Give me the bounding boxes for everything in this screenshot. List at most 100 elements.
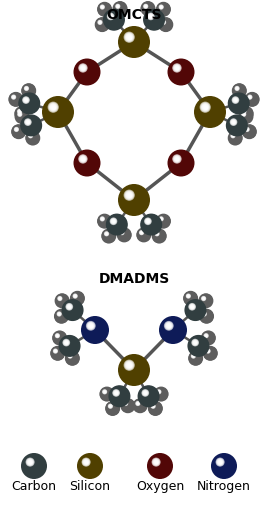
Circle shape [77,453,103,479]
Circle shape [84,160,90,166]
Circle shape [235,87,243,95]
Circle shape [171,62,191,82]
Circle shape [237,88,238,89]
Circle shape [70,356,75,360]
Circle shape [27,133,38,143]
Circle shape [160,218,163,220]
Circle shape [18,113,21,116]
Circle shape [98,20,102,25]
Circle shape [230,94,248,113]
Circle shape [27,121,30,124]
Circle shape [57,352,58,354]
Circle shape [194,342,196,344]
Circle shape [239,106,254,121]
Circle shape [231,120,242,131]
Circle shape [103,230,115,242]
Circle shape [66,342,73,350]
Circle shape [55,333,64,343]
Circle shape [85,461,95,471]
Circle shape [54,109,62,116]
Circle shape [230,118,237,126]
Circle shape [232,135,234,137]
Circle shape [25,457,43,475]
Circle shape [58,296,62,301]
Circle shape [55,333,65,343]
Circle shape [179,70,183,74]
Circle shape [137,402,139,404]
Circle shape [231,119,243,132]
Circle shape [152,18,156,22]
Circle shape [135,401,140,406]
Circle shape [120,398,135,413]
Circle shape [151,224,152,225]
Circle shape [205,106,215,117]
Circle shape [245,127,249,132]
Circle shape [69,306,70,307]
Circle shape [155,232,163,240]
Circle shape [131,367,137,373]
Circle shape [121,357,147,383]
Circle shape [162,20,166,25]
Circle shape [111,219,116,223]
Circle shape [54,309,69,324]
Circle shape [202,331,215,345]
Circle shape [29,123,34,128]
Circle shape [122,399,134,412]
Circle shape [126,403,130,408]
Circle shape [122,187,146,212]
Circle shape [173,156,188,170]
Circle shape [117,228,131,242]
Circle shape [50,346,65,361]
Circle shape [57,311,62,316]
Circle shape [165,24,166,25]
Circle shape [56,311,67,322]
Circle shape [124,32,135,43]
Circle shape [110,387,129,406]
Circle shape [150,223,152,226]
Circle shape [52,348,64,359]
Circle shape [66,342,67,343]
Circle shape [210,352,211,354]
Circle shape [102,229,116,243]
Circle shape [186,294,195,303]
Circle shape [157,215,170,228]
Circle shape [124,360,144,380]
Circle shape [29,135,36,141]
Circle shape [202,297,205,300]
Circle shape [113,221,114,222]
Circle shape [159,5,163,9]
Circle shape [195,357,196,359]
Circle shape [82,158,85,161]
Circle shape [155,461,157,463]
Circle shape [81,157,85,161]
Circle shape [249,96,251,98]
Circle shape [101,388,113,400]
Circle shape [55,351,60,355]
Circle shape [165,322,173,330]
Circle shape [9,93,23,106]
Circle shape [90,325,93,328]
Circle shape [142,390,148,396]
Circle shape [247,129,248,131]
Circle shape [121,399,135,412]
Circle shape [151,404,159,413]
Circle shape [141,232,147,238]
Circle shape [58,297,61,300]
Circle shape [127,35,131,39]
Circle shape [69,355,72,357]
Circle shape [234,99,237,101]
Circle shape [23,97,29,103]
Circle shape [246,128,248,131]
Circle shape [116,223,118,226]
Circle shape [193,355,199,361]
Circle shape [112,408,113,409]
Circle shape [122,400,134,412]
Circle shape [57,312,61,316]
Circle shape [56,335,63,342]
Circle shape [85,320,105,340]
Circle shape [19,111,20,112]
Circle shape [18,92,40,114]
Circle shape [69,354,76,362]
Circle shape [191,353,196,359]
Circle shape [26,88,27,89]
